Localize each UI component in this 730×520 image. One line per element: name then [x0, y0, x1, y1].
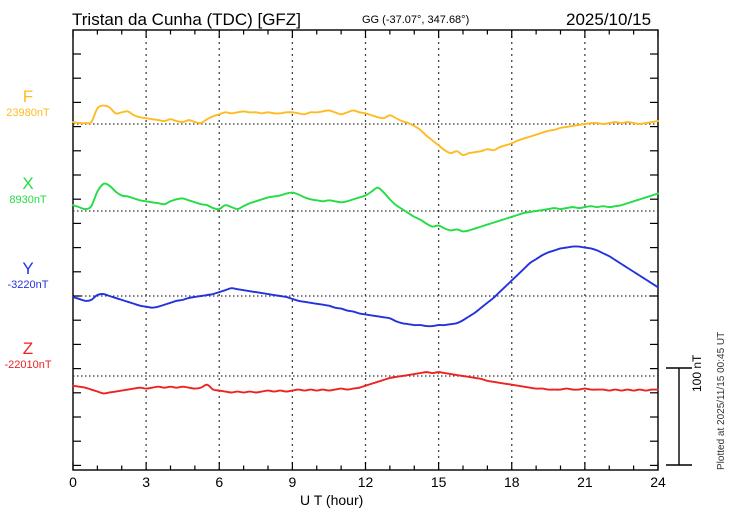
x-tick-label-24: 24 [650, 474, 666, 490]
component-name-F: F [22, 87, 34, 106]
trace-F [72, 104, 659, 157]
page-title: Tristan da Cunha (TDC) [GFZ] [72, 10, 301, 29]
data-traces [72, 104, 659, 395]
x-tick-label-12: 12 [357, 474, 374, 490]
component-baseline-Y: -3220nT [7, 279, 49, 291]
component-baseline-F: 23980nT [6, 107, 50, 119]
component-name-X: X [22, 174, 34, 193]
grid-lines [145, 30, 586, 470]
trace-Z [72, 371, 659, 395]
x-tick-label-0: 0 [69, 474, 77, 490]
x-axis-title: U T (hour) [300, 492, 364, 508]
plotted-at-timestamp: Plotted at 2025/11/15 00:45 UT [716, 331, 727, 470]
trace-Y [72, 245, 659, 328]
x-tick-label-3: 3 [142, 474, 151, 490]
scale-bar [666, 367, 692, 466]
geographic-coordinates: GG (-37.07°, 347.68°) [362, 14, 470, 26]
component-label-Y: Y -3220nT [0, 260, 66, 292]
x-tick-label-18: 18 [503, 474, 520, 490]
component-name-Z: Z [22, 339, 34, 358]
component-baseline-Z: -22010nT [4, 359, 52, 371]
x-tick-label-15: 15 [430, 474, 447, 490]
component-label-Z: Z -22010nT [0, 340, 66, 372]
component-label-X: X 8930nT [0, 175, 66, 207]
scale-bar-label: 100 nT [690, 354, 704, 392]
trace-X [72, 182, 659, 233]
x-tick-label-6: 6 [215, 474, 224, 490]
observation-date: 2025/10/15 [566, 10, 652, 29]
x-tick-label-21: 21 [577, 474, 593, 490]
axis-ticks [72, 30, 659, 470]
component-name-Y: Y [22, 259, 34, 278]
component-label-F: F 23980nT [0, 88, 66, 120]
x-tick-label-9: 9 [288, 474, 297, 490]
baseline-lines [73, 123, 658, 377]
component-baseline-X: 8930nT [9, 194, 47, 206]
